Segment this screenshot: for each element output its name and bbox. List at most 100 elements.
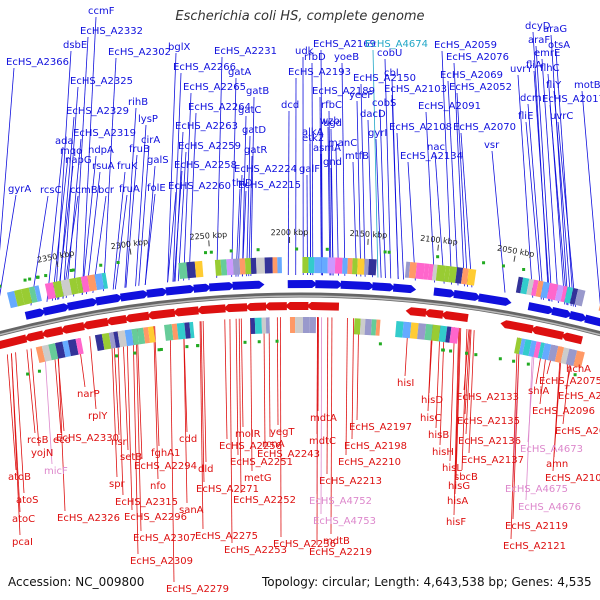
gene-label-top[interactable]: dcyD [525, 21, 551, 32]
minus-strand-gene[interactable] [423, 309, 444, 319]
plus-strand-gene[interactable] [392, 283, 417, 294]
gene-label-top[interactable]: asmA [313, 143, 341, 154]
gene-label-top[interactable]: EcHS_A2150 [353, 73, 416, 84]
gene-label-bottom[interactable]: hisC [420, 413, 441, 424]
minus-strand-gene[interactable] [82, 317, 109, 330]
gene-label-bottom[interactable]: atoB [8, 472, 31, 483]
gene-label-bottom[interactable]: EcHS_A2296 [124, 512, 187, 523]
gene-label-bottom[interactable]: rcnA [262, 439, 285, 450]
gene-label-bottom[interactable]: sanA [179, 505, 204, 516]
gene-label-top[interactable]: EcHS_A2258 [174, 160, 237, 171]
gene-label-bottom[interactable]: EcHS_A2213 [319, 476, 382, 487]
gene-label-top[interactable]: nac [427, 142, 445, 153]
plus-strand-gene[interactable] [551, 306, 572, 319]
gene-label-top[interactable]: cbl [384, 68, 399, 79]
gene-label-bottom[interactable]: hisI [397, 378, 414, 389]
gene-label-top[interactable]: wzb [320, 116, 340, 127]
gene-label-bottom[interactable]: shiA [528, 386, 549, 397]
minus-strand-gene[interactable] [500, 320, 534, 334]
gene-label-bottom[interactable]: EcHS_A2275 [195, 531, 258, 542]
gene-label-bottom[interactable]: hisA [447, 496, 468, 507]
gene-label-top[interactable]: fliY [546, 80, 562, 91]
gene-label-bottom[interactable]: EcHS_A2330 [56, 433, 119, 444]
gene-label-bottom[interactable]: EcHS_A2081 [558, 391, 600, 402]
gene-label-top[interactable]: araG [543, 24, 567, 35]
plus-strand-gene[interactable] [120, 290, 149, 302]
gene-label-top[interactable]: EcHS_A2265 [183, 82, 246, 93]
gene-label-top[interactable]: EcHS_A2169 [313, 39, 376, 50]
gene-label-bottom[interactable]: hisB [428, 430, 449, 441]
gene-label-bottom[interactable]: spr [109, 479, 126, 490]
minus-strand-gene[interactable] [124, 311, 150, 323]
gene-label-bottom[interactable]: EcHS_A2256 [219, 441, 282, 452]
gene-label-bottom[interactable]: EcHS_A2106 [545, 473, 600, 484]
plus-strand-gene[interactable] [232, 280, 265, 290]
gene-label-bottom[interactable]: EcHS_A2279 [166, 584, 229, 595]
gene-label-top[interactable]: EcHS_A2134 [400, 151, 463, 162]
gene-label-top[interactable]: EcHS_A2260 [168, 181, 231, 192]
gene-label-bottom[interactable]: mdtC [309, 436, 336, 447]
minus-strand-gene[interactable] [306, 302, 340, 311]
gene-label-top[interactable]: emrE [534, 48, 560, 59]
gene-label-bottom[interactable]: EcHS_A2133 [456, 392, 519, 403]
gene-label-top[interactable]: rfbD [304, 52, 326, 63]
gene-label-bottom[interactable]: mdtA [310, 413, 337, 424]
gene-label-top[interactable]: EcHS_A2332 [80, 26, 143, 37]
gene-label-top[interactable]: mtfB [345, 151, 369, 162]
gene-label-top[interactable]: EcHS_A2329 [66, 106, 129, 117]
minus-strand-gene[interactable] [405, 307, 427, 317]
minus-strand-gene[interactable] [172, 306, 199, 317]
gene-label-top[interactable]: thiD [232, 178, 253, 189]
gene-label-top[interactable]: EcHS_A2017 [542, 94, 600, 105]
gene-label-top[interactable]: alkA [302, 127, 324, 138]
gene-label-top[interactable]: EcHS_A2266 [173, 62, 236, 73]
gene-label-top[interactable]: manC [328, 138, 357, 149]
gene-label-top[interactable]: rihB [128, 97, 148, 108]
minus-strand-gene[interactable] [196, 304, 226, 315]
gene-label-bottom[interactable]: setB [120, 452, 142, 463]
minus-strand-gene[interactable] [0, 334, 28, 350]
gene-label-top[interactable]: araF [528, 35, 550, 46]
gene-label-top[interactable]: cirA [141, 135, 160, 146]
gene-label-top[interactable]: fliA [526, 60, 542, 71]
minus-strand-gene[interactable] [561, 332, 583, 345]
gene-label-bottom[interactable]: EcHS_A2253 [224, 545, 287, 556]
minus-strand-gene[interactable] [41, 326, 64, 338]
gene-label-bottom[interactable]: dld [198, 464, 213, 475]
gene-label-top[interactable]: ccmF [88, 6, 115, 17]
gene-label-bottom[interactable]: hisL [442, 463, 462, 474]
gene-label-bottom[interactable]: EcHS_A2315 [115, 497, 178, 508]
plus-strand-gene[interactable] [453, 289, 481, 301]
gene-label-top[interactable]: rcsC [40, 185, 62, 196]
gene-label-top[interactable]: dcd [281, 100, 299, 111]
plus-strand-gene[interactable] [433, 287, 456, 298]
gene-label-bottom[interactable]: EcHS_A2236 [273, 539, 336, 550]
gene-label-bottom[interactable]: fghA1 [151, 448, 180, 459]
minus-strand-gene[interactable] [146, 308, 176, 320]
gene-label-top[interactable]: EcHS_A2091 [418, 101, 481, 112]
gene-label-bottom[interactable]: EcHS_A2099 [555, 426, 600, 437]
minus-strand-gene[interactable] [245, 302, 267, 312]
gene-label-bottom[interactable]: hisH [432, 447, 454, 458]
gene-label-top[interactable]: rsuA [92, 161, 115, 172]
plus-strand-gene[interactable] [527, 302, 555, 315]
gene-label-bottom[interactable]: narP [77, 389, 100, 400]
gene-label-bottom[interactable]: hisD [421, 395, 443, 406]
gene-label-top[interactable]: yoeB [334, 52, 359, 63]
gene-label-bottom[interactable]: yegT [270, 427, 295, 438]
gene-label-top[interactable]: gnd [323, 157, 342, 168]
minus-strand-gene[interactable] [24, 330, 45, 342]
gene-label-bottom[interactable]: micF [44, 466, 68, 477]
gene-label-top[interactable]: gatB [246, 86, 269, 97]
plus-strand-gene[interactable] [95, 294, 123, 306]
gene-label-top[interactable]: dcm [520, 93, 542, 104]
gene-label-top[interactable]: ccmB [70, 185, 98, 196]
gene-label-bottom[interactable]: EcHS_A2243 [257, 449, 320, 460]
gene-label-top[interactable]: EcHS_A2231 [214, 46, 277, 57]
gene-label-bottom[interactable]: hisF [446, 517, 466, 528]
gene-label-top[interactable]: bglX [168, 42, 190, 53]
gene-label-bottom[interactable]: EcHS_A4673 [520, 444, 583, 455]
gene-label-bottom[interactable]: rcsB [27, 435, 49, 446]
